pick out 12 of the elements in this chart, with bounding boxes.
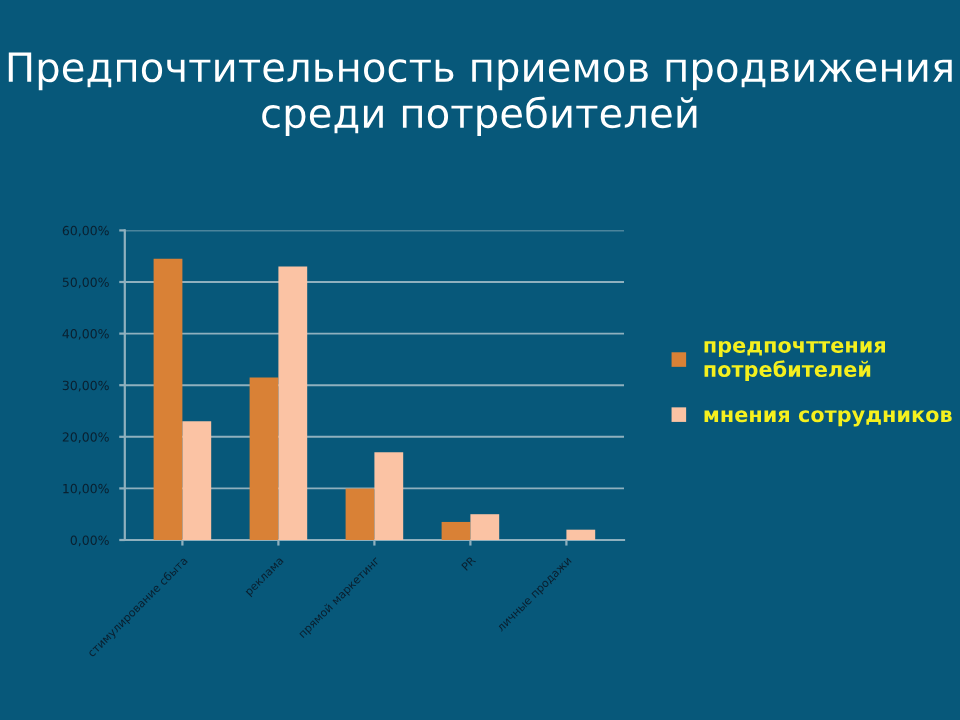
bar [278,266,308,540]
bar [249,377,279,540]
legend-label: мнения сотрудников [704,410,952,427]
chart-title: Предпочтительность приемов продвижения среди потребителей [8,52,952,137]
legend-label: предпочттения потребителей [704,340,885,382]
bar [345,488,375,540]
bar [470,514,500,540]
bar [374,452,404,540]
bar [153,258,183,540]
bar [566,529,596,540]
bar [182,421,212,540]
bar [441,521,471,540]
